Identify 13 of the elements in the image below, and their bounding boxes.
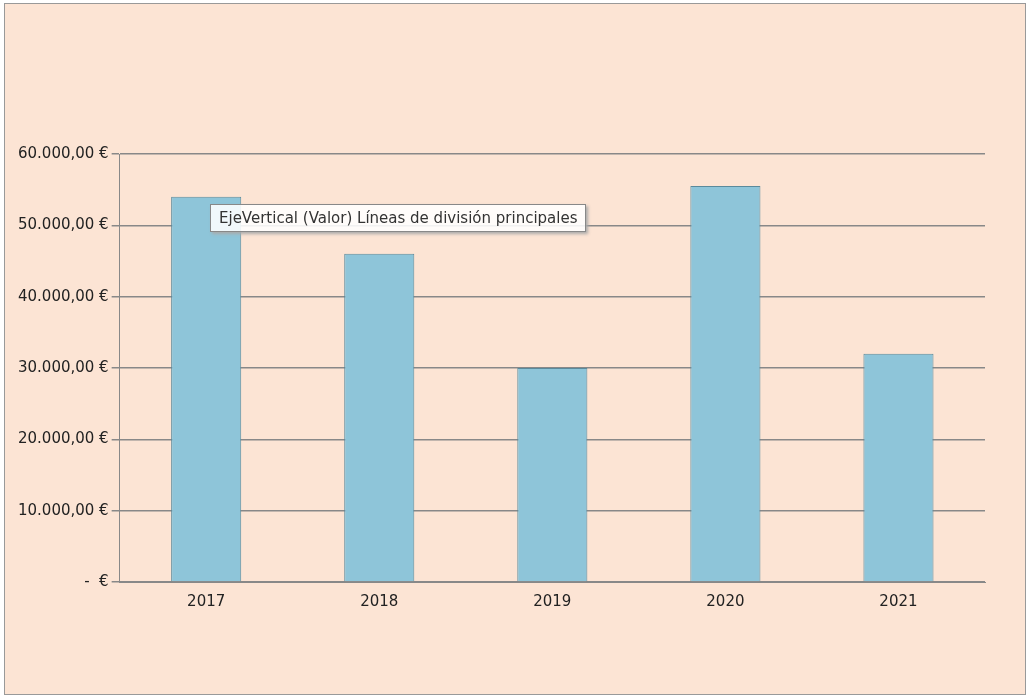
y-tick-label: - € bbox=[84, 571, 109, 590]
x-tick-label: 2019 bbox=[533, 591, 572, 610]
y-tick-label: 10.000,00 € bbox=[18, 500, 109, 519]
annotation: EjeVertical (Valor) Líneas de división principales bbox=[210, 204, 587, 232]
x-tick-label: 2020 bbox=[706, 591, 745, 610]
y-tick-label: 40.000,00 € bbox=[18, 286, 109, 305]
y-tick-label: 20.000,00 € bbox=[18, 429, 109, 448]
x-tick-label: 2021 bbox=[879, 591, 918, 610]
y-tick-label: 60.000,00 € bbox=[18, 143, 109, 162]
y-tick-label: 30.000,00 € bbox=[18, 357, 109, 376]
y-tick-label: 50.000,00 € bbox=[18, 215, 109, 234]
x-tick-label: 2017 bbox=[187, 591, 226, 610]
x-tick-label: 2018 bbox=[360, 591, 399, 610]
